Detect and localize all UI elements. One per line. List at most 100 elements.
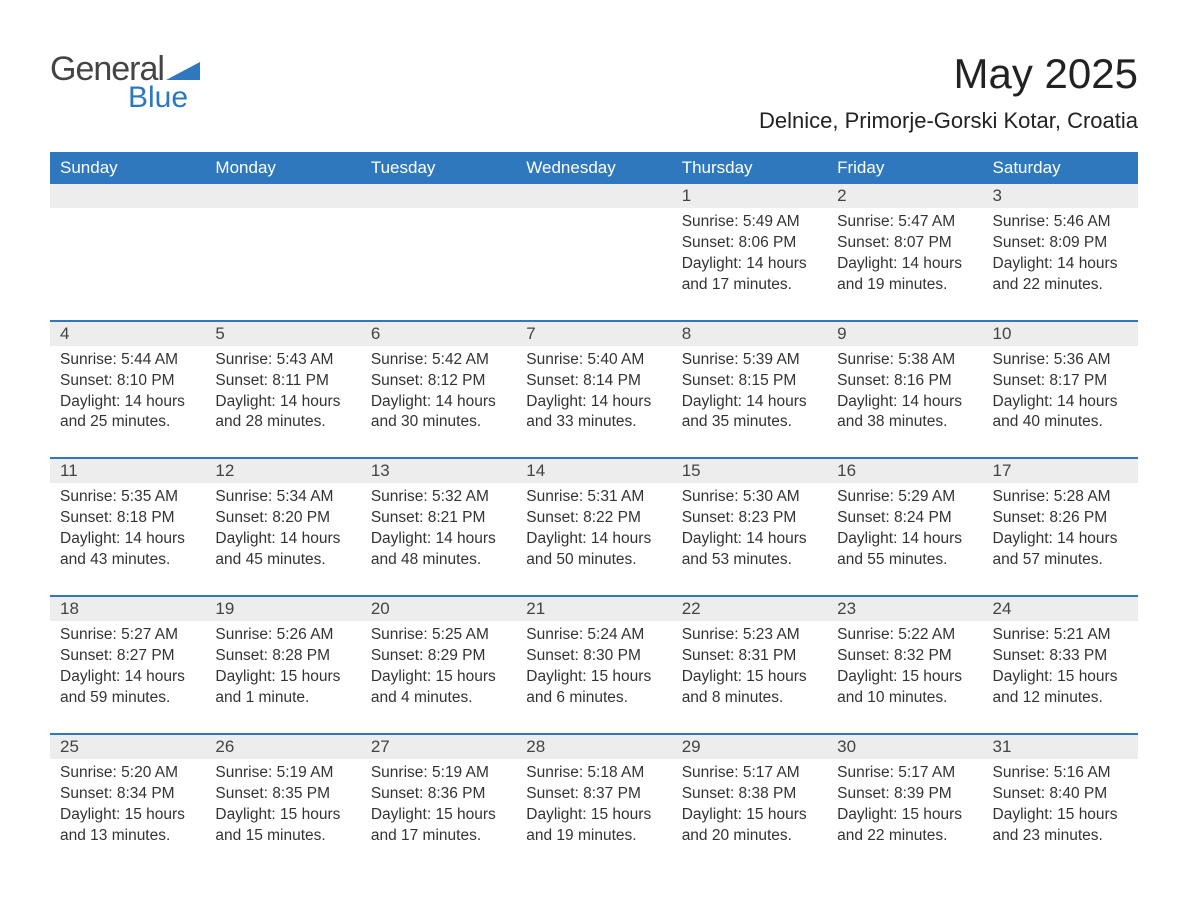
daylight-text: Daylight: 14 hours (993, 529, 1128, 550)
daylight-text: Daylight: 14 hours (60, 392, 195, 413)
day-body-cell: Sunrise: 5:25 AMSunset: 8:29 PMDaylight:… (361, 621, 516, 734)
daylight-text: and 48 minutes. (371, 550, 506, 571)
weekday-header: Friday (827, 152, 982, 184)
weekday-header: Wednesday (516, 152, 671, 184)
day-body-cell: Sunrise: 5:29 AMSunset: 8:24 PMDaylight:… (827, 483, 982, 596)
sunset-text: Sunset: 8:31 PM (682, 646, 817, 667)
day-number-cell: 20 (361, 596, 516, 621)
daylight-text: Daylight: 14 hours (993, 392, 1128, 413)
day-number-cell: 31 (983, 734, 1138, 759)
day-number-cell: 10 (983, 321, 1138, 346)
sunset-text: Sunset: 8:40 PM (993, 784, 1128, 805)
sunrise-text: Sunrise: 5:38 AM (837, 350, 972, 371)
daylight-text: and 13 minutes. (60, 826, 195, 847)
weekday-header: Monday (205, 152, 360, 184)
daylight-text: Daylight: 15 hours (371, 667, 506, 688)
daylight-text: and 19 minutes. (837, 275, 972, 296)
sunset-text: Sunset: 8:22 PM (526, 508, 661, 529)
day-body-cell: Sunrise: 5:32 AMSunset: 8:21 PMDaylight:… (361, 483, 516, 596)
daylight-text: Daylight: 15 hours (837, 667, 972, 688)
daylight-text: and 17 minutes. (371, 826, 506, 847)
day-number-cell: 13 (361, 458, 516, 483)
day-body-cell: Sunrise: 5:40 AMSunset: 8:14 PMDaylight:… (516, 346, 671, 459)
day-number-cell: 27 (361, 734, 516, 759)
day-body-cell: Sunrise: 5:22 AMSunset: 8:32 PMDaylight:… (827, 621, 982, 734)
day-number-cell: 14 (516, 458, 671, 483)
day-number-cell: 5 (205, 321, 360, 346)
daylight-text: Daylight: 14 hours (682, 392, 817, 413)
day-body-cell: Sunrise: 5:39 AMSunset: 8:15 PMDaylight:… (672, 346, 827, 459)
day-body-cell: Sunrise: 5:30 AMSunset: 8:23 PMDaylight:… (672, 483, 827, 596)
sunset-text: Sunset: 8:36 PM (371, 784, 506, 805)
day-body-cell: Sunrise: 5:21 AMSunset: 8:33 PMDaylight:… (983, 621, 1138, 734)
day-number-cell: 21 (516, 596, 671, 621)
daylight-text: Daylight: 14 hours (837, 529, 972, 550)
day-number-cell: 12 (205, 458, 360, 483)
day-number-cell: 2 (827, 184, 982, 208)
day-number-cell: 8 (672, 321, 827, 346)
sunset-text: Sunset: 8:39 PM (837, 784, 972, 805)
daylight-text: and 30 minutes. (371, 412, 506, 433)
daylight-text: Daylight: 14 hours (682, 254, 817, 275)
sunset-text: Sunset: 8:33 PM (993, 646, 1128, 667)
sunrise-text: Sunrise: 5:19 AM (371, 763, 506, 784)
daylight-text: Daylight: 15 hours (837, 805, 972, 826)
day-number-cell: 15 (672, 458, 827, 483)
daylight-text: and 17 minutes. (682, 275, 817, 296)
daylight-text: Daylight: 15 hours (215, 805, 350, 826)
daylight-text: and 22 minutes. (837, 826, 972, 847)
sunset-text: Sunset: 8:29 PM (371, 646, 506, 667)
day-body-cell (50, 208, 205, 321)
day-number-cell: 30 (827, 734, 982, 759)
daylight-text: and 12 minutes. (993, 688, 1128, 709)
sunset-text: Sunset: 8:34 PM (60, 784, 195, 805)
day-number-row: 25262728293031 (50, 734, 1138, 759)
sunset-text: Sunset: 8:15 PM (682, 371, 817, 392)
daylight-text: and 35 minutes. (682, 412, 817, 433)
day-body-cell: Sunrise: 5:42 AMSunset: 8:12 PMDaylight:… (361, 346, 516, 459)
sunset-text: Sunset: 8:18 PM (60, 508, 195, 529)
day-number-cell: 29 (672, 734, 827, 759)
daylight-text: Daylight: 14 hours (837, 254, 972, 275)
daylight-text: and 55 minutes. (837, 550, 972, 571)
sunset-text: Sunset: 8:20 PM (215, 508, 350, 529)
day-number-cell: 28 (516, 734, 671, 759)
day-body-cell: Sunrise: 5:19 AMSunset: 8:35 PMDaylight:… (205, 759, 360, 853)
sunset-text: Sunset: 8:16 PM (837, 371, 972, 392)
daylight-text: and 4 minutes. (371, 688, 506, 709)
sunrise-text: Sunrise: 5:30 AM (682, 487, 817, 508)
sunrise-text: Sunrise: 5:46 AM (993, 212, 1128, 233)
day-body-row: Sunrise: 5:49 AMSunset: 8:06 PMDaylight:… (50, 208, 1138, 321)
day-number-cell: 7 (516, 321, 671, 346)
day-number-row: 123 (50, 184, 1138, 208)
brand-logo: General Blue (50, 50, 200, 115)
daylight-text: Daylight: 15 hours (526, 805, 661, 826)
daylight-text: Daylight: 15 hours (682, 805, 817, 826)
day-number-cell: 1 (672, 184, 827, 208)
sunset-text: Sunset: 8:32 PM (837, 646, 972, 667)
day-body-cell: Sunrise: 5:43 AMSunset: 8:11 PMDaylight:… (205, 346, 360, 459)
sunrise-text: Sunrise: 5:31 AM (526, 487, 661, 508)
day-number-cell: 18 (50, 596, 205, 621)
sunset-text: Sunset: 8:11 PM (215, 371, 350, 392)
sunrise-text: Sunrise: 5:20 AM (60, 763, 195, 784)
sunrise-text: Sunrise: 5:21 AM (993, 625, 1128, 646)
daylight-text: Daylight: 15 hours (993, 805, 1128, 826)
day-body-cell: Sunrise: 5:17 AMSunset: 8:39 PMDaylight:… (827, 759, 982, 853)
day-body-row: Sunrise: 5:35 AMSunset: 8:18 PMDaylight:… (50, 483, 1138, 596)
day-body-cell: Sunrise: 5:31 AMSunset: 8:22 PMDaylight:… (516, 483, 671, 596)
daylight-text: and 50 minutes. (526, 550, 661, 571)
day-number-cell (361, 184, 516, 208)
day-number-cell: 17 (983, 458, 1138, 483)
day-body-cell: Sunrise: 5:35 AMSunset: 8:18 PMDaylight:… (50, 483, 205, 596)
sunrise-text: Sunrise: 5:16 AM (993, 763, 1128, 784)
day-number-cell: 9 (827, 321, 982, 346)
daylight-text: and 45 minutes. (215, 550, 350, 571)
day-body-cell: Sunrise: 5:28 AMSunset: 8:26 PMDaylight:… (983, 483, 1138, 596)
weekday-header: Sunday (50, 152, 205, 184)
sunset-text: Sunset: 8:12 PM (371, 371, 506, 392)
daylight-text: Daylight: 14 hours (682, 529, 817, 550)
day-number-cell: 6 (361, 321, 516, 346)
sunset-text: Sunset: 8:23 PM (682, 508, 817, 529)
sunset-text: Sunset: 8:17 PM (993, 371, 1128, 392)
